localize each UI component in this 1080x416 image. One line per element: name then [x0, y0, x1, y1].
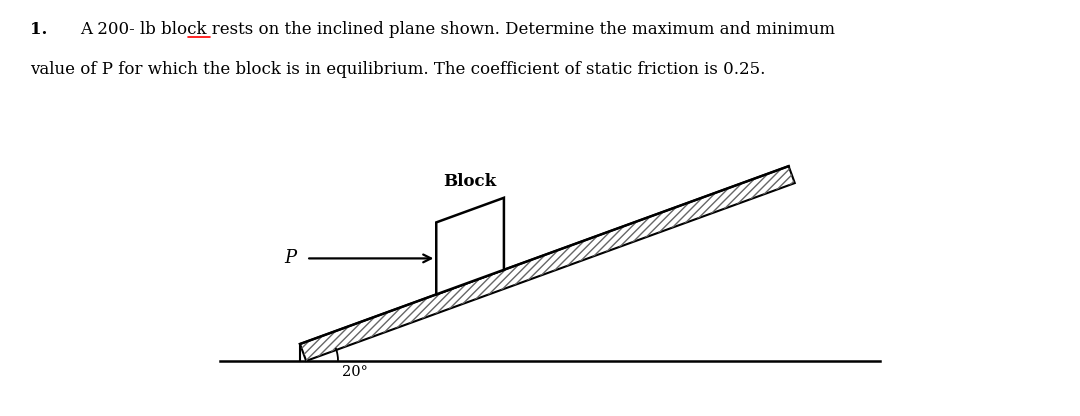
Text: 1.: 1.: [30, 21, 48, 38]
Polygon shape: [436, 198, 504, 295]
Text: P: P: [284, 250, 296, 267]
Text: value of P for which the block is in equilibrium. The coefficient of static fric: value of P for which the block is in equ…: [30, 61, 766, 78]
Text: 20°: 20°: [342, 365, 368, 379]
Text: Block: Block: [444, 173, 497, 190]
Text: A 200- lb block rests on the inclined plane shown. Determine the maximum and min: A 200- lb block rests on the inclined pl…: [80, 21, 835, 38]
Polygon shape: [300, 166, 795, 361]
